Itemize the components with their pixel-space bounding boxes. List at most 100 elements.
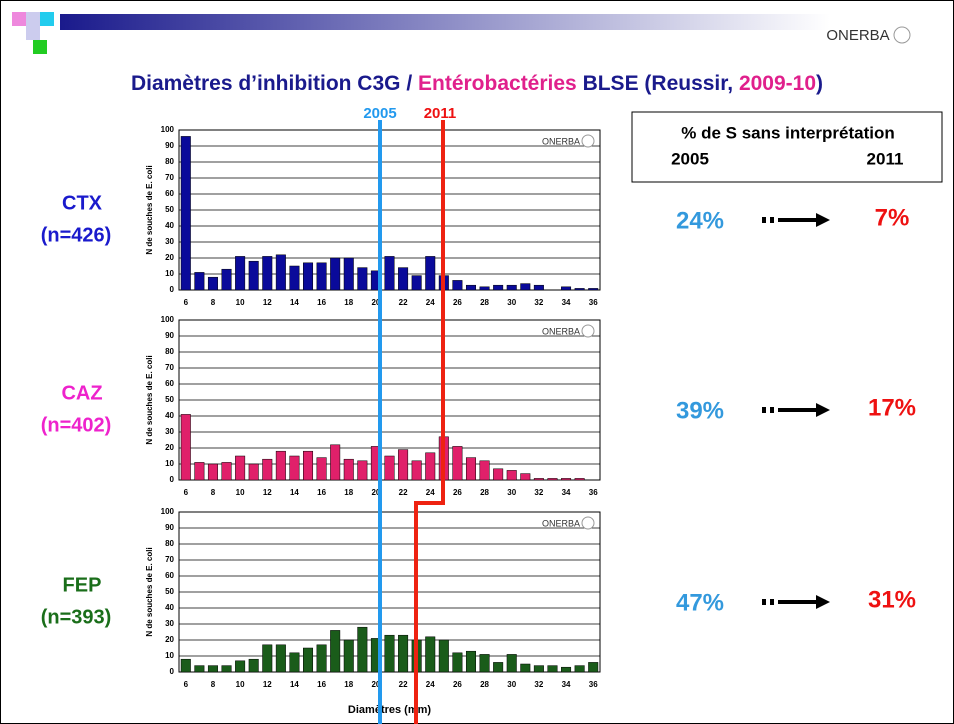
box-year: 2005 [671,149,709,168]
x-tick-label: 6 [184,680,189,689]
y-tick-label: 10 [165,269,174,278]
bar [194,272,205,291]
bar [561,666,572,673]
bar [561,286,572,291]
x-tick-label: 36 [589,298,598,307]
x-tick-label: 20 [371,298,380,307]
bar [588,288,599,291]
bar [574,478,585,481]
bar [357,460,368,481]
y-tick-label: 60 [165,189,174,198]
bar [547,478,558,481]
bar [493,284,504,291]
bar [438,639,449,673]
bar [330,257,341,291]
y-tick-label: 90 [165,141,174,150]
chart-logo: ONERBA [542,518,580,528]
logo-icon [581,516,595,530]
x-tick-label: 6 [184,298,189,307]
bar [180,136,191,291]
arrow [762,213,830,227]
y-tick-label: 40 [165,221,174,230]
y-tick-label: 40 [165,411,174,420]
pct-2005: 47% [676,589,724,616]
box-title: % de S sans interprétation [681,123,895,142]
drug-label: FEP [63,574,102,596]
x-tick-label: 28 [480,298,489,307]
bar [547,665,558,673]
y-tick-label: 100 [161,507,175,516]
drug-n: (n=402) [41,414,112,436]
x-tick-label: 24 [426,680,435,689]
bar [384,455,395,481]
x-tick-label: 10 [236,488,245,497]
x-tick-label: 14 [290,298,299,307]
bar [506,654,517,673]
x-tick-label: 28 [480,680,489,689]
bar [465,284,476,291]
y-tick-label: 20 [165,253,174,262]
drug-label: CTX [62,192,103,214]
x-tick-label: 32 [534,680,543,689]
y-tick-label: 70 [165,173,174,182]
y-tick-label: 70 [165,555,174,564]
x-tick-label: 30 [507,488,516,497]
bar [479,654,490,673]
title-part: BLSE (Reussir, [577,72,739,95]
bar [411,275,422,291]
x-tick-label: 36 [589,680,598,689]
bar [533,478,544,481]
bar [235,455,246,481]
y-tick-label: 80 [165,539,174,548]
y-tick-label: 10 [165,459,174,468]
bar [221,665,232,673]
x-tick-label: 30 [507,680,516,689]
bar [180,658,191,673]
bar [425,636,436,673]
y-tick-label: 40 [165,603,174,612]
x-tick-label: 22 [399,298,408,307]
y-tick-label: 60 [165,379,174,388]
x-tick-label: 22 [399,488,408,497]
bar [533,665,544,673]
bar [275,644,286,673]
x-tick-label: 8 [211,680,216,689]
x-tick-label: 8 [211,298,216,307]
bar [221,462,232,481]
bar [303,262,314,291]
bar [343,458,354,481]
bar [425,256,436,291]
bar [262,458,273,481]
x-tick-label: 16 [317,488,326,497]
bar [533,284,544,291]
drug-n: (n=426) [41,224,112,246]
y-axis-label: N de souches de E. coli [145,547,154,636]
y-axis-label: N de souches de E. coli [145,355,154,444]
x-tick-label: 24 [426,488,435,497]
x-tick-label: 8 [211,488,216,497]
y-tick-label: 30 [165,237,174,246]
x-tick-label: 10 [236,680,245,689]
x-tick-label: 20 [371,488,380,497]
bar [479,286,490,291]
chart-logo: ONERBA [542,326,580,336]
y-tick-label: 0 [170,667,175,676]
y-tick-label: 20 [165,635,174,644]
bar [207,463,218,481]
title-part: 2009-10 [739,72,816,95]
bar [343,257,354,291]
arrow [762,595,830,609]
y-tick-label: 0 [170,475,175,484]
bar [262,256,273,291]
x-tick-label: 22 [399,680,408,689]
bar [452,280,463,291]
chart-logo: ONERBA [542,136,580,146]
bar [303,450,314,481]
bar [207,276,218,291]
x-tick-label: 30 [507,298,516,307]
arrow [762,403,830,417]
x-tick-label: 18 [344,488,353,497]
deco [26,26,40,40]
